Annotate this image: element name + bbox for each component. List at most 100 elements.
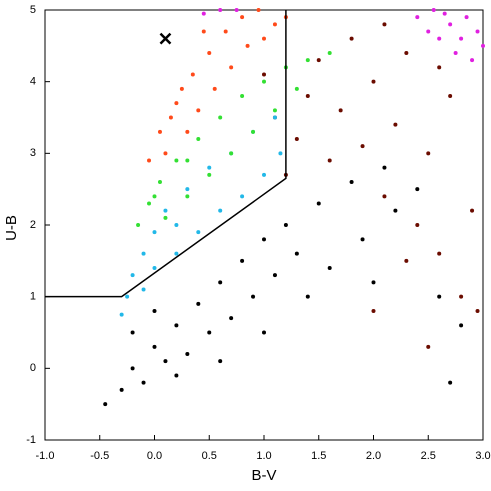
- data-point: [185, 194, 190, 199]
- data-point: [136, 223, 141, 227]
- x-tick-label: 3.0: [475, 450, 490, 462]
- data-point: [437, 251, 442, 256]
- data-point: [163, 208, 168, 213]
- x-marker: [159, 32, 172, 45]
- data-point: [185, 187, 190, 192]
- data-point: [152, 309, 157, 313]
- x-tick-label: 0.0: [147, 450, 162, 462]
- data-point: [371, 280, 376, 285]
- x-tick-label: -0.5: [90, 450, 109, 462]
- data-point: [453, 51, 458, 55]
- data-point: [459, 36, 464, 41]
- data-point: [316, 201, 321, 206]
- data-point: [141, 287, 146, 292]
- data-point: [262, 172, 266, 177]
- data-point: [174, 158, 179, 163]
- data-point: [305, 94, 310, 98]
- data-point: [212, 86, 217, 91]
- data-point: [207, 172, 212, 177]
- data-point: [218, 280, 223, 285]
- data-point: [393, 122, 398, 127]
- y-tick-label: 1: [30, 291, 36, 303]
- data-point: [437, 294, 442, 299]
- data-point: [442, 11, 447, 16]
- data-point: [130, 366, 135, 371]
- data-point: [152, 194, 157, 199]
- data-point: [240, 94, 245, 98]
- data-point: [448, 94, 453, 98]
- data-point: [262, 72, 266, 77]
- data-point: [272, 108, 277, 113]
- data-point: [360, 144, 365, 149]
- data-point: [240, 15, 245, 20]
- data-point: [223, 29, 228, 34]
- data-point: [459, 294, 464, 299]
- data-point: [475, 29, 480, 34]
- data-point: [174, 101, 179, 106]
- data-point: [371, 79, 376, 84]
- data-point: [382, 22, 387, 27]
- data-point: [470, 208, 475, 213]
- data-point: [229, 151, 234, 156]
- data-point: [119, 387, 124, 392]
- data-point: [404, 258, 409, 263]
- data-point: [185, 158, 190, 163]
- data-point: [251, 129, 256, 134]
- data-point: [338, 108, 343, 113]
- data-point: [185, 352, 190, 356]
- data-point: [141, 380, 146, 385]
- data-point: [174, 323, 179, 328]
- data-point: [475, 309, 480, 313]
- data-point: [147, 201, 152, 206]
- data-point: [256, 8, 261, 12]
- data-point: [125, 294, 130, 299]
- data-point: [464, 15, 469, 20]
- data-point: [251, 294, 256, 299]
- y-tick-label: 0: [30, 362, 36, 374]
- x-tick-label: 1.0: [256, 450, 271, 462]
- data-point: [262, 79, 266, 84]
- data-point: [196, 301, 201, 306]
- data-point: [426, 29, 431, 34]
- data-point: [168, 115, 173, 120]
- data-point: [130, 273, 135, 278]
- data-point: [163, 359, 168, 364]
- x-tick-label: -1.0: [36, 450, 55, 462]
- y-tick-label: 3: [30, 147, 36, 159]
- data-point: [272, 22, 277, 27]
- data-point: [305, 58, 310, 63]
- data-point: [481, 43, 485, 48]
- data-point: [382, 194, 387, 199]
- data-point: [201, 29, 206, 34]
- data-point: [190, 72, 195, 77]
- data-point: [103, 402, 108, 407]
- data-point: [262, 330, 266, 335]
- data-point: [305, 294, 310, 299]
- data-point: [349, 180, 354, 184]
- data-point: [152, 266, 157, 270]
- data-point: [163, 151, 168, 156]
- data-point: [141, 251, 146, 256]
- data-point: [207, 165, 212, 170]
- data-point: [147, 158, 152, 163]
- data-point: [426, 344, 431, 349]
- data-point: [272, 273, 277, 278]
- y-tick-label: 2: [30, 219, 36, 231]
- data-point: [179, 86, 184, 91]
- data-point: [371, 309, 376, 313]
- data-point: [278, 151, 283, 156]
- data-point: [415, 223, 420, 227]
- data-point: [262, 237, 266, 242]
- data-point: [437, 65, 442, 70]
- data-point: [294, 137, 299, 141]
- data-point: [431, 8, 436, 12]
- data-point: [174, 223, 179, 227]
- data-point: [404, 51, 409, 55]
- data-point: [174, 251, 179, 256]
- data-point: [196, 108, 201, 113]
- x-tick-label: 0.5: [202, 450, 217, 462]
- data-point: [437, 36, 442, 41]
- data-point: [316, 58, 321, 63]
- data-point: [459, 323, 464, 328]
